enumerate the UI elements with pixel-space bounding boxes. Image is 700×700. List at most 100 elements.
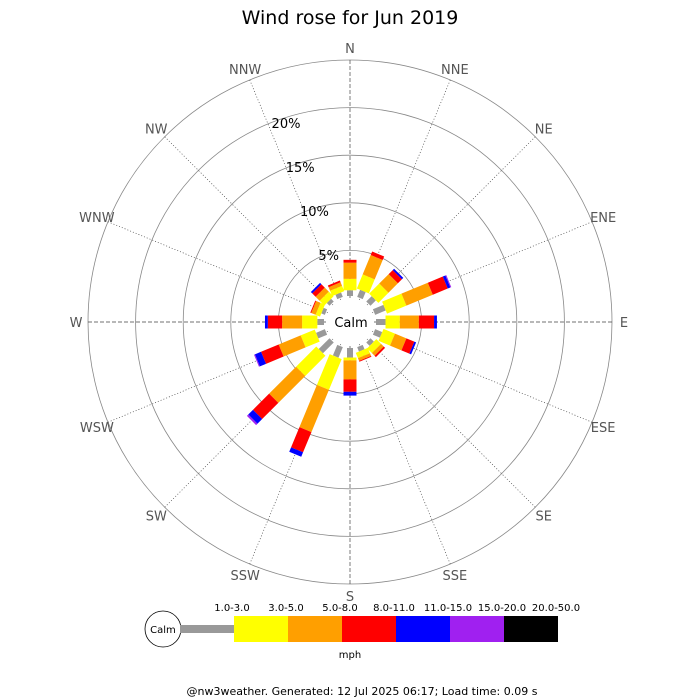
calm-label: Calm: [334, 316, 367, 331]
legend-swatch-5: [450, 616, 504, 642]
bar-segment-wnw-1: [315, 302, 325, 317]
legend-unit: mph: [339, 650, 361, 661]
direction-bars: [246, 251, 452, 457]
bar-segment-w-4: [264, 315, 268, 329]
bar-segment-sw-4: [248, 409, 263, 424]
bar-sw: [246, 338, 334, 426]
bar-segment-s-1: [343, 357, 357, 361]
bar-s: [343, 348, 357, 396]
bar-w: [264, 315, 324, 329]
bar-segment-ene-1: [382, 293, 407, 314]
bar-sse: [355, 344, 372, 362]
bar-ene: [372, 275, 452, 315]
bar-segment-sw-2: [269, 366, 306, 403]
bar-segment-wsw-3: [261, 344, 284, 364]
legend: Calm 1.0-3.0 3.0-5.0 5.0-8.0 8.0-11.0 11.0-15…: [144, 603, 580, 661]
bar-segment-sw-0: [318, 338, 334, 354]
grid-spoke: [249, 79, 342, 300]
bar-segment-s-0: [347, 348, 353, 358]
bar-ne: [366, 268, 404, 306]
direction-labels: N NNE NE ENE E ESE SE SSE S SSW SW WSW W WNW NW NNW: [70, 42, 629, 605]
bar-segment-se-3: [374, 346, 386, 358]
direction-label-nnw: NNW: [229, 63, 261, 78]
bar-segment-w-0: [317, 319, 324, 325]
bar-segment-ene-0: [372, 304, 386, 315]
bar-segment-wsw-0: [316, 329, 328, 339]
direction-label-e: E: [620, 316, 628, 331]
bar-wnw: [310, 300, 328, 317]
direction-label-ssw: SSW: [230, 569, 260, 584]
legend-swatch-2: [288, 616, 342, 642]
bar-segment-nw-0: [326, 298, 334, 306]
legend-label-5: 15.0-20.0: [478, 603, 526, 614]
legend-label-3: 8.0-11.0: [373, 603, 415, 614]
bar-segment-nw-3: [312, 284, 325, 297]
bar-segment-ssw-2: [299, 384, 329, 433]
bar-segment-w-3: [267, 315, 283, 329]
bar-segment-se-1: [367, 339, 382, 354]
bar-segment-ese-1: [378, 328, 395, 346]
bar-segment-nnw-0: [335, 292, 343, 300]
direction-label-se: SE: [536, 510, 552, 525]
bar-segment-ne-3: [388, 270, 402, 284]
bar-segment-e-4: [434, 315, 437, 329]
calm-circle: [326, 298, 374, 346]
bar-segment-ssw-4: [289, 447, 304, 457]
bar-segment-ese-4: [409, 341, 417, 355]
grid-ring: [135, 107, 565, 537]
bar-segment-sw-1: [296, 346, 326, 376]
bar-segment-n-2: [343, 262, 357, 279]
bar-segment-nw-2: [315, 287, 329, 301]
bar-segment-ne-1: [369, 283, 389, 303]
bar-nw: [310, 282, 334, 306]
bar-segment-ne-0: [366, 296, 376, 306]
bar-segment-n-3: [343, 259, 357, 263]
bar-segment-nnw-1: [330, 285, 345, 297]
legend-label-4: 11.0-15.0: [424, 603, 472, 614]
direction-label-ese: ESE: [591, 421, 616, 436]
ring-label: 20%: [272, 117, 301, 132]
direction-label-ene: ENE: [590, 211, 616, 226]
legend-calm-label: Calm: [150, 625, 176, 636]
direction-label-ne: NE: [535, 122, 553, 137]
bar-segment-ne-2: [379, 274, 398, 293]
direction-label-sse: SSE: [442, 569, 467, 584]
bar-segment-nnw-2: [328, 282, 343, 291]
bar-ssw: [289, 344, 343, 457]
bar-segment-sse-3: [359, 355, 372, 362]
bar-segment-nw-4: [310, 282, 322, 294]
bar-segment-ese-2: [390, 333, 407, 351]
bar-ese: [372, 328, 417, 355]
direction-label-nw: NW: [145, 122, 168, 137]
bar-e: [375, 315, 437, 329]
bar-segment-e-0: [375, 319, 386, 325]
bar-segment-e-3: [418, 315, 435, 329]
bar-segment-ene-5: [445, 275, 452, 288]
bar-segment-sw-5: [246, 414, 258, 426]
direction-label-wnw: WNW: [79, 211, 115, 226]
bar-segment-nne-0: [357, 289, 366, 300]
ring-label: 5%: [318, 249, 339, 264]
legend-label-1: 3.0-5.0: [268, 603, 303, 614]
bar-segment-w-2: [282, 315, 303, 329]
bar-se: [366, 338, 386, 358]
bar-segment-wnw-3: [310, 300, 317, 313]
bar-segment-sse-2: [357, 353, 372, 361]
legend-swatch-6: [504, 616, 558, 642]
direction-label-n: N: [345, 42, 355, 57]
bar-segment-s-2: [343, 360, 357, 380]
bar-segment-ssw-1: [316, 354, 342, 390]
legend-swatch-0: [180, 625, 234, 633]
bar-segment-nnw-3: [327, 280, 341, 288]
bar-segment-w-1: [302, 315, 318, 329]
bar-segment-s-3: [343, 379, 357, 392]
bar-segment-nw-1: [319, 291, 334, 306]
bar-nnw: [327, 280, 345, 300]
chart-title: Wind rose for Jun 2019: [242, 7, 459, 29]
bar-segment-wnw-2: [311, 300, 321, 315]
grid-ring: [182, 154, 518, 490]
bar-segment-se-2: [371, 343, 384, 356]
bar-n: [343, 259, 357, 296]
bar-segment-nne-1: [356, 274, 375, 294]
